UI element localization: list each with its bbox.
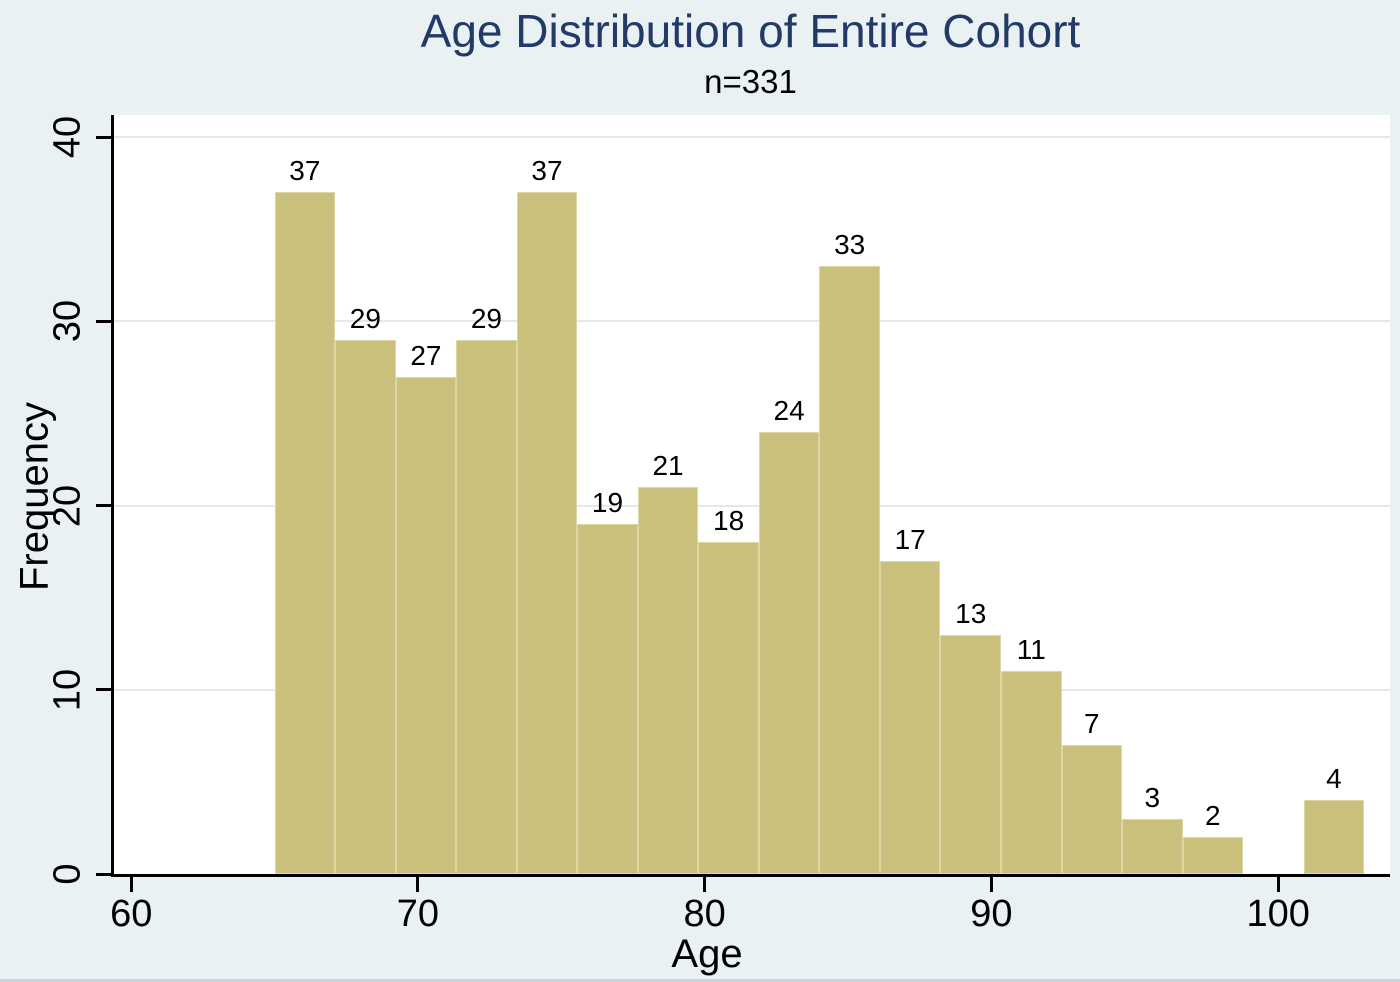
histogram-bar xyxy=(456,339,517,874)
x-axis-title: Age xyxy=(671,932,743,976)
y-axis-tick-label: 0 xyxy=(46,863,89,885)
histogram-bar xyxy=(698,542,759,874)
bar-value-label: 2 xyxy=(1205,800,1221,832)
histogram-bar xyxy=(1061,745,1123,874)
histogram-bar xyxy=(1122,818,1183,874)
bar-value-label: 7 xyxy=(1083,708,1100,740)
histogram-bar xyxy=(274,192,336,874)
y-axis-tick-label: 30 xyxy=(46,300,89,343)
x-axis-tick xyxy=(416,877,420,892)
x-axis-tick-label: 80 xyxy=(683,893,726,935)
histogram-bar xyxy=(819,266,880,874)
chart-title: Age Distribution of Entire Cohort xyxy=(420,5,1081,57)
histogram-bar xyxy=(758,431,820,874)
bar-value-label: 13 xyxy=(955,597,987,629)
bar-value-label: 24 xyxy=(773,394,805,426)
y-axis-tick-label: 40 xyxy=(46,115,89,159)
x-axis-tick-label: 60 xyxy=(110,893,153,935)
bar-value-label: 29 xyxy=(470,302,503,334)
bar-value-label: 17 xyxy=(894,523,926,555)
bar-value-label: 3 xyxy=(1144,781,1161,813)
histogram-bar xyxy=(395,376,457,874)
bar-value-label: 4 xyxy=(1326,763,1342,795)
bar-value-label: 21 xyxy=(652,450,684,482)
bar-value-label: 37 xyxy=(289,155,321,187)
histogram-bar xyxy=(577,523,638,874)
bar-value-label: 29 xyxy=(349,302,381,334)
histogram-bar xyxy=(637,487,699,874)
histogram-bar xyxy=(516,192,578,874)
plot-area xyxy=(111,115,1390,877)
y-axis-tick-label: 20 xyxy=(46,484,89,527)
bar-value-label: 18 xyxy=(713,505,745,537)
gridline xyxy=(114,504,1390,507)
bar-value-label: 33 xyxy=(834,229,866,261)
x-axis-tick-label: 90 xyxy=(970,893,1013,935)
histogram-bar xyxy=(1000,671,1062,874)
bar-value-label: 27 xyxy=(410,339,442,371)
y-axis-tick xyxy=(96,688,111,692)
x-axis-tick xyxy=(1276,877,1280,892)
y-axis-tick xyxy=(96,504,111,508)
gridline xyxy=(114,320,1390,323)
chart-subtitle: n=331 xyxy=(704,63,797,100)
x-axis-tick xyxy=(703,877,707,892)
x-axis-tick-label: 100 xyxy=(1246,893,1310,935)
bottom-edge-strip xyxy=(0,979,1400,982)
x-axis-tick xyxy=(989,877,993,892)
histogram-bar xyxy=(879,560,941,874)
bar-value-label: 37 xyxy=(531,155,563,187)
histogram-bar xyxy=(335,339,396,874)
histogram-bar xyxy=(940,634,1001,874)
bar-value-label: 11 xyxy=(1016,634,1046,666)
y-axis-tick xyxy=(96,319,111,323)
y-axis-tick-label: 10 xyxy=(46,668,89,711)
y-axis-tick xyxy=(96,135,111,139)
bar-value-label: 19 xyxy=(591,486,624,518)
histogram-bar xyxy=(1303,800,1365,874)
x-axis-tick-label: 70 xyxy=(396,893,440,935)
x-axis-tick xyxy=(129,877,133,892)
y-axis-tick xyxy=(96,872,111,876)
gridline xyxy=(114,136,1390,139)
histogram-bar xyxy=(1182,837,1244,874)
